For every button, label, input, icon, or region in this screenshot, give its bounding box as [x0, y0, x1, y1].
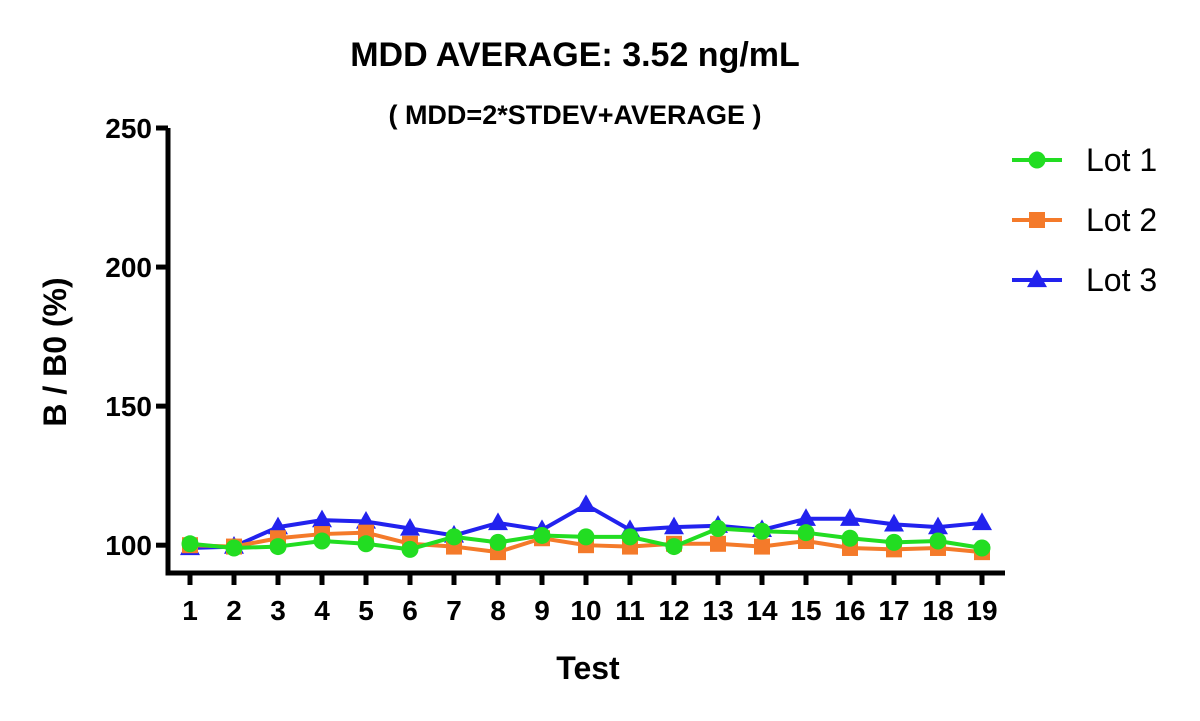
plot-area — [180, 494, 992, 561]
x-tick-label: 7 — [446, 595, 462, 626]
legend-marker — [1029, 212, 1045, 228]
data-point — [489, 533, 507, 551]
data-point — [268, 516, 288, 535]
x-tick-label: 14 — [746, 595, 778, 626]
y-tick-label: 200 — [105, 252, 152, 283]
data-point — [225, 539, 243, 557]
data-point — [181, 535, 199, 553]
x-tick-label: 18 — [922, 595, 953, 626]
x-tick-label: 13 — [702, 595, 733, 626]
y-tick-label: 150 — [105, 391, 152, 422]
legend-marker — [1027, 269, 1047, 288]
data-point — [796, 508, 816, 526]
legend-item-1: Lot 1 — [1012, 142, 1157, 178]
x-tick-label: 16 — [834, 595, 865, 626]
data-point — [928, 516, 948, 535]
data-point — [577, 528, 595, 546]
data-point — [356, 511, 376, 529]
data-point — [710, 535, 726, 552]
legend-item-2: Lot 2 — [1012, 202, 1157, 238]
x-tick-label: 4 — [314, 595, 330, 626]
chart-subtitle: ( MDD=2*STDEV+AVERAGE ) — [388, 100, 761, 130]
data-point — [664, 516, 684, 535]
data-point — [665, 538, 683, 556]
data-point — [269, 538, 287, 556]
data-point — [754, 538, 770, 555]
legend-item-3: Lot 3 — [1012, 262, 1157, 298]
y-tick-label: 100 — [105, 530, 152, 561]
data-point — [313, 532, 331, 550]
x-tick-label: 11 — [615, 595, 645, 626]
data-point — [972, 512, 992, 531]
legend: Lot 1 Lot 2 Lot 3 — [1012, 142, 1157, 298]
x-tick-label: 8 — [490, 595, 506, 626]
data-point — [840, 508, 860, 526]
data-point — [621, 528, 639, 546]
legend-label: Lot 3 — [1086, 262, 1157, 298]
data-point — [885, 533, 903, 551]
x-tick-label: 9 — [534, 595, 550, 626]
x-tick-label: 17 — [878, 595, 909, 626]
x-tick-label: 5 — [358, 595, 374, 626]
data-point — [400, 517, 420, 536]
data-point — [401, 540, 419, 558]
data-point — [357, 535, 375, 553]
data-point — [488, 512, 508, 531]
x-tick-label: 12 — [658, 595, 689, 626]
legend-label: Lot 1 — [1086, 142, 1157, 178]
y-tick-label: 250 — [105, 113, 152, 144]
x-tick-label: 3 — [270, 595, 286, 626]
legend-label: Lot 2 — [1086, 202, 1157, 238]
legend-marker — [1028, 151, 1046, 169]
data-point — [753, 522, 771, 540]
series-1 — [181, 520, 991, 558]
x-tick-label: 19 — [966, 595, 997, 626]
x-tick-label: 1 — [182, 595, 198, 626]
data-point — [709, 520, 727, 537]
y-axis-label: B / B0 (%) — [37, 277, 73, 426]
data-point — [973, 539, 991, 557]
data-point — [884, 513, 904, 532]
data-point — [576, 494, 596, 512]
data-point — [929, 532, 947, 550]
data-point — [841, 529, 859, 547]
data-point — [797, 524, 815, 542]
x-axis-label: Test — [556, 650, 620, 686]
x-tick-label: 6 — [402, 595, 418, 626]
data-point — [312, 509, 332, 528]
x-tick-label: 2 — [226, 595, 242, 626]
chart-title: MDD AVERAGE: 3.52 ng/mL — [350, 36, 800, 74]
data-point — [533, 526, 551, 544]
x-tick-label: 10 — [570, 595, 601, 626]
x-tick-label: 15 — [790, 595, 821, 626]
data-point — [445, 528, 463, 546]
